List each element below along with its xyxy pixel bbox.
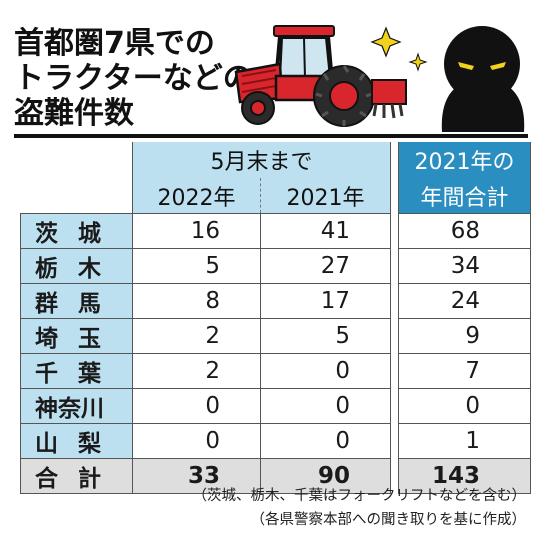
total-2021-cell: 68 (398, 213, 531, 249)
table-row: 山 梨 0 0 1 (20, 423, 531, 459)
table-row: 千 葉 2 0 7 (20, 353, 531, 389)
prefecture-cell: 千 葉 (20, 353, 133, 389)
total-2021-cell: 9 (398, 318, 531, 354)
value-2022-cell: 0 (132, 423, 261, 459)
value-2021-cell: 0 (260, 353, 391, 389)
header-gap (390, 142, 399, 214)
illustration (234, 25, 525, 132)
prefecture-cell: 茨 城 (20, 213, 133, 249)
prefecture-cell: 神奈川 (20, 388, 133, 424)
value-2021-cell: 5 (260, 318, 391, 354)
header-total-line-1: 2021年の (398, 142, 531, 178)
gap-cell (390, 213, 399, 249)
total-2021-cell: 0 (398, 388, 531, 424)
title-divider (14, 134, 528, 138)
theft-table: 5月末まで 2021年の 2022年 2021年 年間合計 茨 城 16 41 … (20, 142, 531, 494)
sum-row: 合 計 33 90 143 (20, 458, 531, 494)
header-row-top: 5月末まで 2021年の (20, 142, 531, 214)
total-2021-cell: 7 (398, 353, 531, 389)
sum-2021-cell: 90 (260, 458, 391, 494)
value-2021-cell: 0 (260, 423, 391, 459)
value-2021-cell: 0 (260, 388, 391, 424)
sum-total-2021-cell: 143 (398, 458, 531, 494)
value-2021-cell: 17 (260, 283, 391, 319)
header-corner (20, 142, 133, 214)
gap-cell (390, 318, 399, 354)
prefecture-cell: 山 梨 (20, 423, 133, 459)
value-2022-cell: 2 (132, 353, 261, 389)
total-2021-cell: 1 (398, 423, 531, 459)
header-row-bottom: 2022年 2021年 年間合計 (21, 178, 531, 214)
gap-cell (390, 458, 399, 494)
thief-icon (441, 26, 525, 132)
header-year-2022: 2022年 (132, 178, 261, 214)
value-2022-cell: 5 (132, 248, 261, 284)
total-2021-cell: 34 (398, 248, 531, 284)
gap-cell (390, 248, 399, 284)
table-row: 栃 木 5 27 34 (20, 248, 531, 284)
prefecture-cell: 群 馬 (20, 283, 133, 319)
total-2021-cell: 24 (398, 283, 531, 319)
value-2022-cell: 16 (132, 213, 261, 249)
table-row: 埼 玉 2 5 9 (20, 318, 531, 354)
note-line-1: （茨城、栃木、千葉はフォークリフトなどを含む） (192, 488, 527, 504)
value-2022-cell: 2 (132, 318, 261, 354)
header-year-2021: 2021年 (260, 178, 391, 214)
gap-cell (390, 283, 399, 319)
title-line-2: トラクターなどの (14, 61, 253, 96)
prefecture-cell: 埼 玉 (20, 318, 133, 354)
value-2021-cell: 41 (260, 213, 391, 249)
sum-2022-cell: 33 (132, 458, 261, 494)
value-2022-cell: 8 (132, 283, 261, 319)
note-line-2: （各県警察本部への聞き取りを基に作成） (250, 512, 527, 528)
header-period: 5月末まで (132, 142, 391, 178)
value-2022-cell: 0 (132, 388, 261, 424)
header-total-line-2: 年間合計 (398, 178, 531, 214)
sum-label-cell: 合 計 (20, 458, 133, 494)
prefecture-cell: 栃 木 (20, 248, 133, 284)
table-row: 神奈川 0 0 0 (20, 388, 531, 424)
sparkle-icon (370, 26, 428, 72)
gap-cell (390, 423, 399, 459)
gap-cell (390, 353, 399, 389)
title-line-1: 首都圏7県での (14, 26, 215, 61)
gap-cell (390, 388, 399, 424)
table-row: 茨 城 16 41 68 (20, 213, 531, 249)
tractor-icon (234, 25, 407, 127)
page-title: 首都圏7県での トラクターなどの 盗難件数 (14, 26, 264, 131)
title-line-3: 盗難件数 (14, 96, 134, 131)
table-row: 群 馬 8 17 24 (20, 283, 531, 319)
value-2021-cell: 27 (260, 248, 391, 284)
